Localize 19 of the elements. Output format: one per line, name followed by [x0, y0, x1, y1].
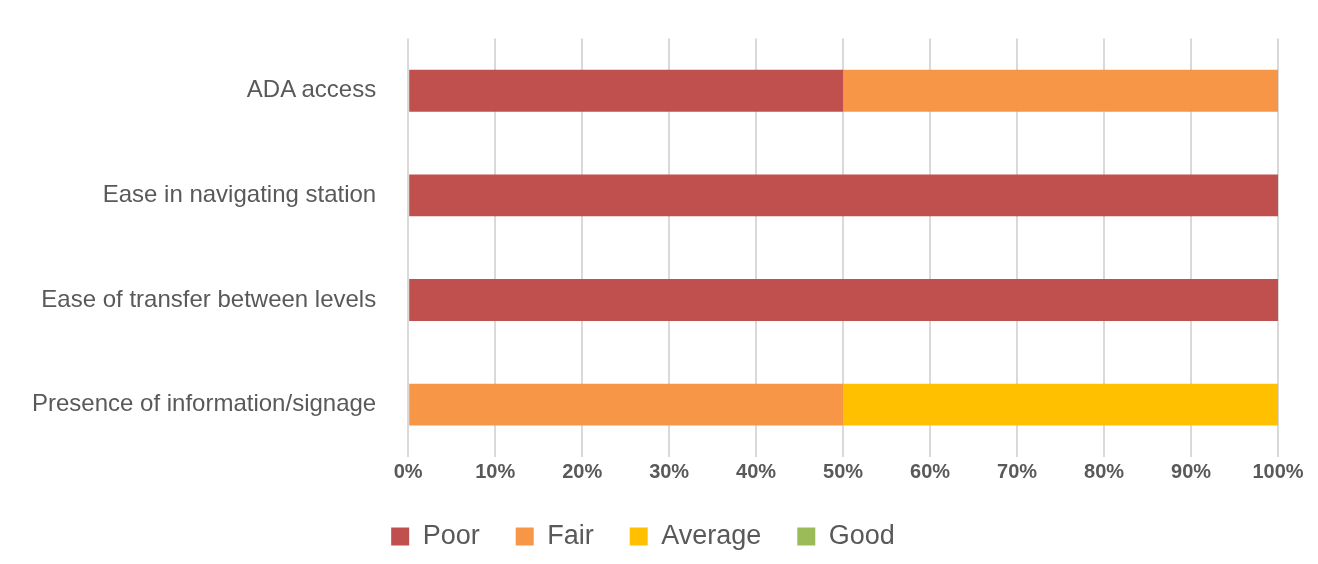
- x-tick-label: 50%: [823, 459, 864, 482]
- legend-label: Average: [661, 519, 762, 550]
- x-tick-label: 20%: [562, 459, 603, 482]
- x-tick-label: 100%: [1252, 459, 1304, 482]
- x-tick-label: 80%: [1084, 459, 1125, 482]
- legend-label: Good: [828, 519, 895, 550]
- legend-label: Fair: [547, 519, 594, 550]
- legend-label: Poor: [422, 519, 480, 550]
- y-tick-label: ADA access: [246, 75, 377, 103]
- y-tick-label: Presence of information/signage: [32, 389, 377, 417]
- x-tick-label: 10%: [475, 459, 516, 482]
- x-tick-label: 0%: [393, 459, 423, 482]
- x-tick-label: 30%: [649, 459, 690, 482]
- y-tick-label: Ease of transfer between levels: [41, 284, 377, 312]
- x-tick-label: 70%: [997, 459, 1038, 482]
- y-tick-label: Ease in navigating station: [102, 180, 377, 207]
- x-tick-label: 60%: [910, 459, 951, 482]
- x-tick-label: 40%: [736, 459, 777, 482]
- x-tick-label: 90%: [1171, 459, 1212, 482]
